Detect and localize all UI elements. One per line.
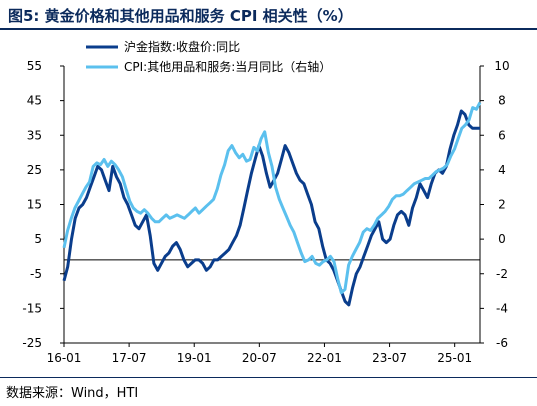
x-tick-label: 20-07 — [242, 351, 277, 365]
footer-divider — [0, 377, 537, 378]
right-tick-label: 2 — [498, 198, 506, 212]
x-tick-label: 16-01 — [47, 351, 82, 365]
left-tick-label: 55 — [27, 59, 42, 73]
right-tick-label: 4 — [498, 163, 506, 177]
right-tick-label: -4 — [496, 301, 508, 315]
left-tick-label: 45 — [27, 94, 42, 108]
legend-label: CPI:其他用品和服务:当月同比（右轴） — [124, 59, 331, 74]
right-tick-label: 6 — [498, 128, 506, 142]
left-tick-label: -5 — [30, 267, 42, 281]
gold-yoy-line — [62, 109, 480, 307]
left-tick-label: 15 — [27, 198, 42, 212]
left-tick-label: -25 — [22, 336, 42, 350]
chart-area: -25 -15 -5 5 15 25 35 45 55 -6 -4 -2 0 2 4 6 8 10 16-01 17-… — [22, 39, 509, 365]
right-tick-label: 0 — [498, 232, 506, 246]
title-bar: 图5: 黄金价格和其他用品和服务 CPI 相关性（%） — [0, 0, 537, 30]
right-tick-label: 10 — [494, 59, 509, 73]
left-tick-label: -15 — [22, 301, 42, 315]
right-tick-label: 8 — [498, 94, 506, 108]
chart-title: 图5: 黄金价格和其他用品和服务 CPI 相关性（%） — [8, 7, 353, 25]
left-tick-label: 35 — [27, 128, 42, 142]
x-tick-label: 22-01 — [307, 351, 342, 365]
right-tick-label: -2 — [496, 267, 508, 281]
cpi-other-goods-line — [62, 101, 482, 295]
x-tick-label: 23-07 — [372, 351, 407, 365]
x-tick-label: 19-01 — [177, 351, 212, 365]
x-tick-label: 25-01 — [437, 351, 472, 365]
x-tick-label: 17-07 — [112, 351, 147, 365]
source-note: 数据来源：Wind，HTI — [6, 386, 139, 401]
legend-label: 沪金指数:收盘价:同比 — [124, 39, 240, 54]
right-tick-label: -6 — [496, 336, 508, 350]
title-underline — [0, 28, 537, 30]
left-tick-label: 5 — [34, 232, 42, 246]
left-tick-label: 25 — [27, 163, 42, 177]
